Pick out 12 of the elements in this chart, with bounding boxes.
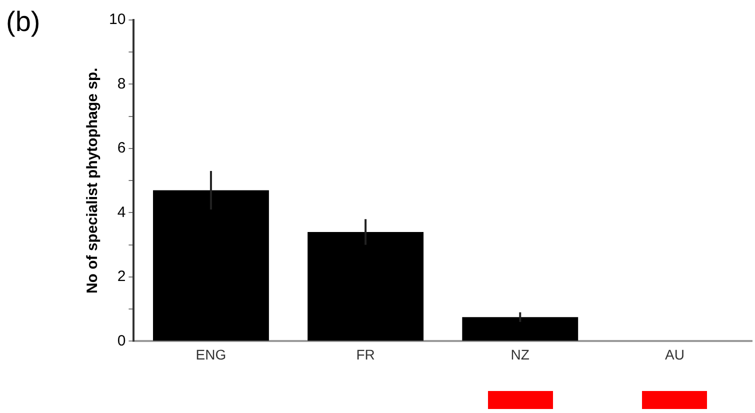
y-tick-label: 4 [117,204,126,221]
x-tick-label: AU [664,346,684,362]
y-tick-label: 8 [117,75,126,92]
y-axis-title: No of specialist phytophage sp. [84,68,102,294]
y-tick-label: 10 [108,11,126,28]
y-tick-label: 6 [117,140,126,157]
y-tick-label: 0 [117,332,126,350]
chart-title: (b) [6,6,40,38]
x-tick-label: FR [356,346,375,362]
x-tick-label: ENG [196,346,226,362]
y-tick-label: 2 [117,268,126,286]
x-tick-label: NZ [510,346,530,362]
